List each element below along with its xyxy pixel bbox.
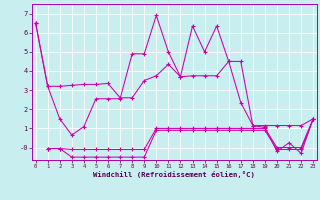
X-axis label: Windchill (Refroidissement éolien,°C): Windchill (Refroidissement éolien,°C) (93, 171, 255, 178)
